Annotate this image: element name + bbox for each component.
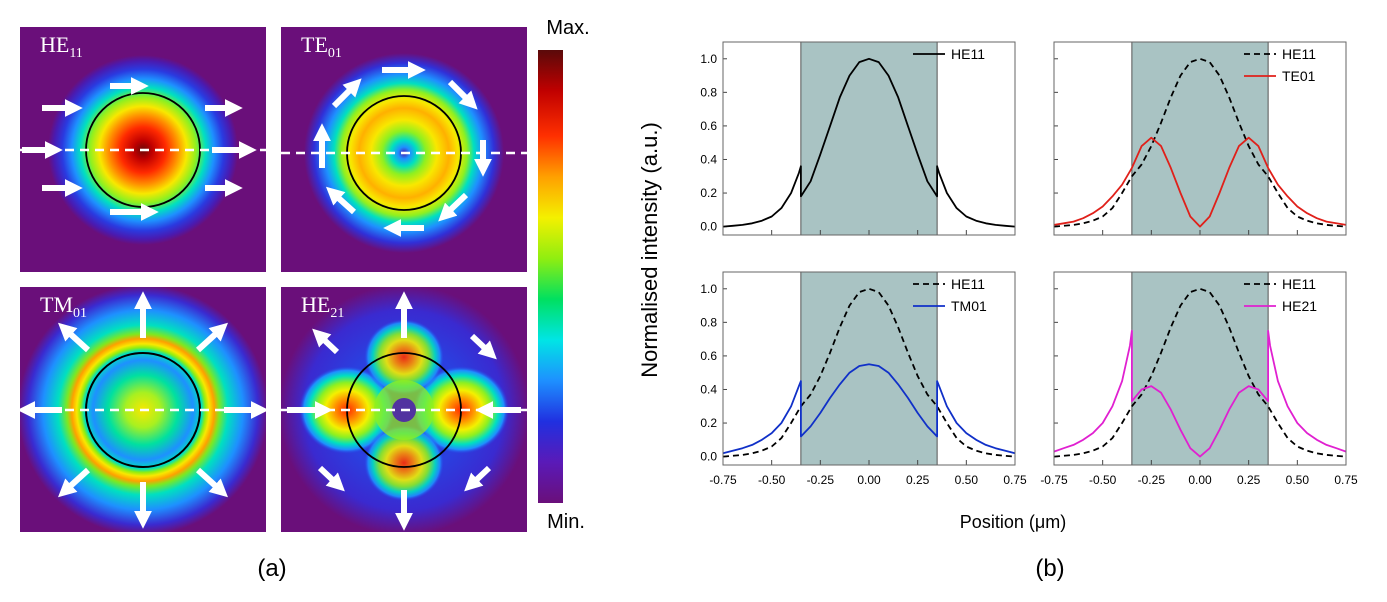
legend-label: HE11 [951,276,985,292]
legend-label: TE01 [1282,68,1316,84]
y-tick-label: 0.8 [700,85,717,99]
y-tick-label: 0.4 [700,152,717,166]
colorbar-max-label: Max. [546,17,589,39]
y-tick-label: 0.8 [700,315,717,329]
x-tick-label: 0.50 [1286,473,1310,487]
colorbar-min-label: Min. [547,511,585,533]
y-tick-label: 0.2 [700,416,717,430]
y-tick-label: 1.0 [700,282,717,296]
core-region [1132,272,1268,465]
x-tick-label: 0.00 [857,473,881,487]
mode-map-tm01 [20,287,266,532]
x-tick-label: -0.75 [1040,473,1068,487]
x-tick-label: 0.75 [1003,473,1027,487]
charts-grid: 0.0 0.2 0.4 0.6 0.8 1.0 HE11 HE11 TE01 -0.75 -0.50… [700,42,1358,487]
legend-label: HE11 [1282,46,1316,62]
plot-top-right: HE11 TE01 [1054,42,1346,235]
legend-label: HE21 [1282,298,1317,314]
y-tick-label: 0.6 [700,119,717,133]
core-region [801,42,937,235]
panel-a: HE11 TE01 [20,17,590,582]
x-tick-label: 0.75 [1334,473,1358,487]
legend-label: HE11 [1282,276,1316,292]
x-tick-label: 0.50 [955,473,979,487]
x-tick-label: 0.00 [1188,473,1212,487]
figure-canvas: HE11 TE01 [0,0,1387,602]
y-tick-label: 0.2 [700,186,717,200]
plot-bottom-right: -0.75 -0.50 -0.25 0.00 0.25 0.50 0.75 HE11 HE21 [1040,272,1358,487]
x-tick-label: 0.25 [1237,473,1261,487]
panel-b-caption: (b) [1035,555,1064,582]
x-tick-label: -0.75 [709,473,737,487]
legend-label: HE11 [951,46,985,62]
plot-bottom-left: -0.75 -0.50 -0.25 0.00 0.25 0.50 0.75 0.0 0.2 0.4… [700,272,1027,487]
x-tick-label: -0.25 [807,473,835,487]
x-axis-label: Position (μm) [960,512,1066,532]
plot-top-left: 0.0 0.2 0.4 0.6 0.8 1.0 HE11 [700,42,1015,235]
x-tick-label: -0.50 [758,473,786,487]
x-tick-label: -0.50 [1089,473,1117,487]
y-tick-label: 1.0 [700,52,717,66]
y-tick-label: 0.0 [700,220,717,234]
panel-a-caption: (a) [257,555,286,582]
y-tick-label: 0.6 [700,349,717,363]
x-tick-label: 0.25 [906,473,930,487]
mode-map-he11 [20,27,266,272]
core-region [801,272,937,465]
colorbar [538,50,563,503]
panel-b: 0.0 0.2 0.4 0.6 0.8 1.0 HE11 HE11 TE01 -0.75 -0.50… [637,42,1358,582]
mode-map-te01 [281,27,527,272]
y-tick-label: 0.0 [700,450,717,464]
mode-map-he21 [281,287,527,532]
x-tick-label: -0.25 [1138,473,1166,487]
y-axis-label: Normalised intensity (a.u.) [637,122,662,378]
y-tick-label: 0.4 [700,382,717,396]
legend-label: TM01 [951,298,987,314]
